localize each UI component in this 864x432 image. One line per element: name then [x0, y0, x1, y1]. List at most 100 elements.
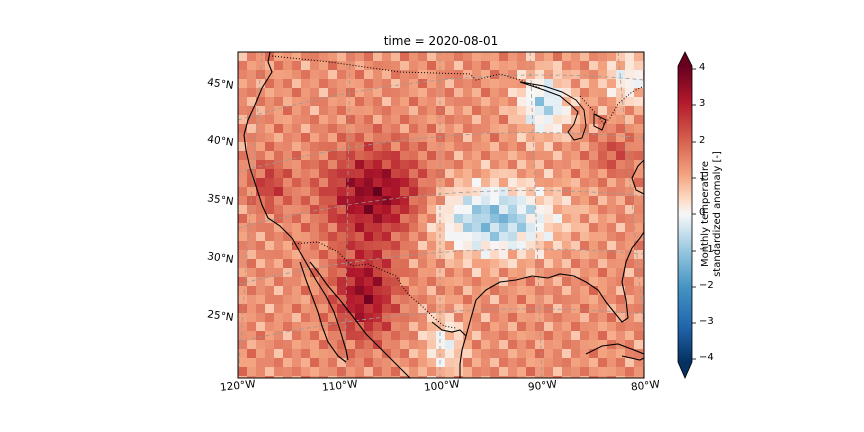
grid-cell	[508, 151, 518, 161]
grid-cell	[409, 223, 419, 233]
grid-cell	[274, 97, 284, 107]
grid-cell	[265, 340, 275, 350]
grid-cell	[238, 250, 248, 260]
grid-cell	[418, 241, 428, 251]
grid-cell	[319, 322, 329, 332]
grid-cell	[625, 61, 635, 71]
grid-cell	[247, 151, 257, 161]
grid-cell	[490, 376, 500, 378]
grid-cell	[445, 286, 455, 296]
grid-cell	[391, 286, 401, 296]
grid-cell	[346, 322, 356, 332]
grid-cell	[553, 349, 563, 359]
grid-cell	[373, 367, 383, 377]
grid-cell	[436, 178, 446, 188]
grid-cell	[463, 259, 473, 269]
grid-cell	[238, 151, 248, 161]
grid-cell	[256, 313, 266, 323]
grid-cell	[517, 340, 527, 350]
grid-cell	[589, 133, 599, 143]
grid-cell	[400, 187, 410, 197]
grid-cell	[382, 358, 392, 368]
grid-cell	[373, 268, 383, 278]
grid-cell	[310, 367, 320, 377]
grid-cell	[319, 61, 329, 71]
grid-cell	[310, 187, 320, 197]
grid-cell	[472, 178, 482, 188]
grid-cell	[589, 259, 599, 269]
anomaly-grid	[238, 52, 644, 378]
grid-cell	[607, 358, 617, 368]
grid-cell	[256, 331, 266, 341]
grid-cell	[364, 268, 374, 278]
grid-cell	[274, 340, 284, 350]
grid-cell	[535, 331, 545, 341]
grid-cell	[400, 313, 410, 323]
grid-cell	[445, 142, 455, 152]
grid-cell	[337, 178, 347, 188]
grid-cell	[274, 88, 284, 98]
grid-cell	[337, 295, 347, 305]
grid-cell	[400, 142, 410, 152]
grid-cell	[265, 151, 275, 161]
grid-cell	[508, 88, 518, 98]
colorbar-tick-1: 1	[699, 171, 706, 182]
grid-cell	[436, 322, 446, 332]
grid-cell	[598, 259, 608, 269]
grid-cell	[589, 97, 599, 107]
grid-cell	[616, 97, 626, 107]
grid-cell	[535, 214, 545, 224]
grid-cell	[319, 196, 329, 206]
grid-cell	[553, 79, 563, 89]
grid-cell	[427, 340, 437, 350]
grid-cell	[463, 295, 473, 305]
grid-cell	[571, 169, 581, 179]
grid-cell	[256, 88, 266, 98]
grid-cell	[427, 79, 437, 89]
grid-cell	[274, 142, 284, 152]
grid-cell	[508, 79, 518, 89]
grid-cell	[238, 241, 248, 251]
grid-cell	[508, 259, 518, 269]
grid-cell	[283, 367, 293, 377]
grid-cell	[634, 196, 644, 206]
grid-cell	[598, 286, 608, 296]
grid-cell	[391, 52, 401, 62]
grid-cell	[283, 313, 293, 323]
grid-cell	[535, 178, 545, 188]
grid-cell	[283, 286, 293, 296]
grid-cell	[418, 88, 428, 98]
grid-cell	[328, 142, 338, 152]
grid-cell	[436, 151, 446, 161]
grid-cell	[472, 88, 482, 98]
grid-cell	[418, 277, 428, 287]
grid-cell	[526, 295, 536, 305]
grid-cell	[346, 61, 356, 71]
grid-cell	[310, 214, 320, 224]
grid-cell	[283, 52, 293, 62]
grid-cell	[562, 187, 572, 197]
grid-cell	[526, 232, 536, 242]
grid-cell	[265, 286, 275, 296]
grid-cell	[508, 169, 518, 179]
grid-cell	[382, 61, 392, 71]
grid-cell	[544, 124, 554, 134]
grid-cell	[301, 376, 311, 378]
grid-cell	[265, 259, 275, 269]
grid-cell	[544, 115, 554, 125]
grid-cell	[418, 115, 428, 125]
grid-cell	[607, 160, 617, 170]
grid-cell	[436, 349, 446, 359]
grid-cell	[418, 133, 428, 143]
grid-cell	[454, 349, 464, 359]
grid-cell	[400, 133, 410, 143]
grid-cell	[409, 70, 419, 80]
grid-cell	[328, 214, 338, 224]
grid-cell	[319, 331, 329, 341]
grid-cell	[562, 106, 572, 116]
grid-cell	[463, 160, 473, 170]
grid-cell	[454, 205, 464, 215]
grid-cell	[481, 340, 491, 350]
grid-cell	[238, 286, 248, 296]
grid-cell	[526, 61, 536, 71]
